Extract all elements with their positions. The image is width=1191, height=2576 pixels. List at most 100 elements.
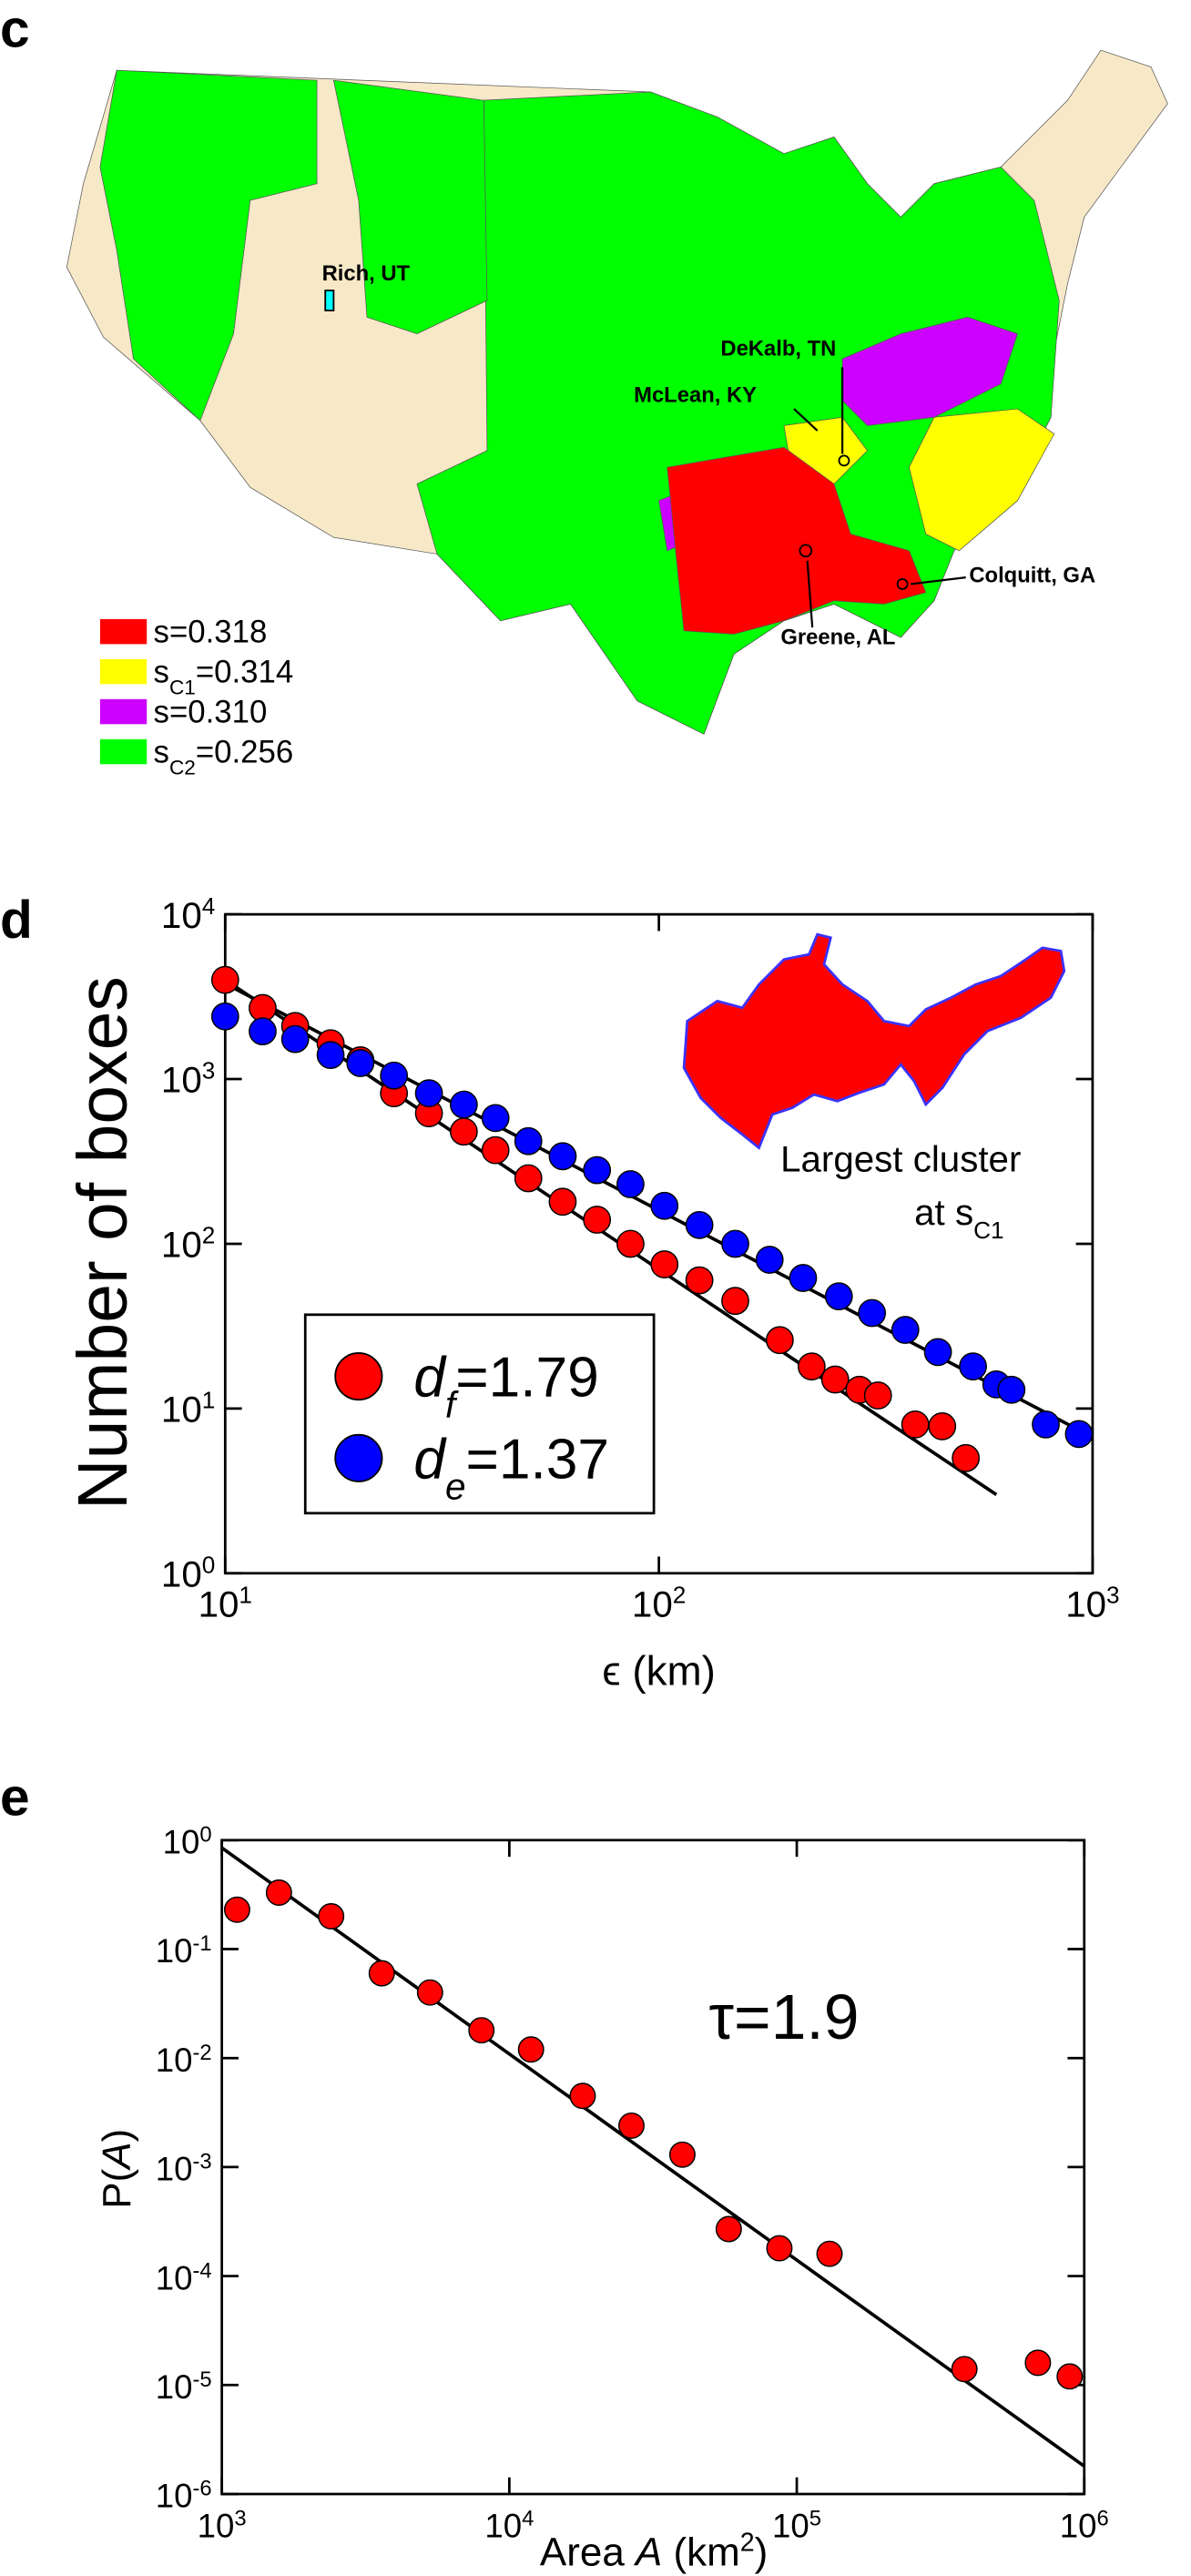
data-point [449, 1090, 478, 1119]
legend-label-part: d [413, 1428, 447, 1491]
tick-base: 10 [156, 2368, 193, 2406]
data-point [824, 1282, 853, 1311]
data-point [1024, 2349, 1052, 2377]
red-region [667, 446, 927, 635]
data-point [481, 1135, 510, 1165]
data-point [449, 1117, 478, 1146]
tick-base: 10 [156, 2151, 193, 2188]
tick-exponent: 5 [809, 2506, 821, 2530]
annotation-part: C1 [973, 1217, 1003, 1244]
data-point [583, 1156, 612, 1185]
tick-exponent: -6 [192, 2476, 211, 2500]
legend-label-part: f [445, 1384, 459, 1426]
data-point [765, 1326, 794, 1355]
tick-exponent: 3 [234, 2506, 246, 2530]
data-point [468, 2017, 495, 2044]
data-point [517, 2036, 545, 2063]
x-axis-label-part: ) [755, 2530, 769, 2575]
tick-exponent: 3 [202, 1057, 216, 1084]
data-point [1056, 2363, 1084, 2390]
data-point [318, 1903, 345, 1929]
tick-label: 10-2 [156, 2040, 212, 2079]
y-axis-label-part: ) [95, 2129, 139, 2143]
green-west-2 [332, 79, 488, 335]
data-point [685, 1266, 714, 1295]
tick-label: 101 [198, 1581, 252, 1624]
data-point [265, 1879, 292, 1906]
data-point [368, 1960, 395, 1987]
tick-exponent: -2 [192, 2040, 211, 2064]
data-point [414, 1079, 443, 1108]
legend-swatch [99, 738, 148, 765]
tick-label: 102 [632, 1581, 686, 1624]
tick-label: 104 [484, 2506, 534, 2545]
data-point [548, 1187, 577, 1217]
annotation: τ=1.9 [709, 1981, 860, 2052]
map-label: Colquitt, GA [969, 564, 1095, 588]
data-point [548, 1142, 577, 1171]
data-point [249, 1017, 277, 1045]
legend-label-part: s [154, 615, 169, 650]
data-point [316, 1041, 345, 1070]
data-point [346, 1049, 375, 1077]
legend-label-part: C1 [169, 676, 196, 698]
tick-base: 10 [161, 1060, 202, 1101]
data-point [901, 1410, 930, 1439]
map-label: McLean, KY [634, 383, 757, 408]
x-axis-label: Area A (km2) [540, 2529, 768, 2575]
data-point [863, 1381, 892, 1410]
data-point [1032, 1410, 1060, 1439]
data-point [1064, 1420, 1094, 1449]
data-point [797, 1352, 826, 1381]
legend-swatch [99, 658, 148, 685]
map-label: Rich, UT [322, 261, 411, 286]
tick-label: 103 [198, 2506, 247, 2545]
legend-label-part: =1.37 [465, 1428, 609, 1491]
y-axis-label-part: A [95, 2142, 139, 2171]
tick-label: 104 [161, 892, 215, 936]
panel-letter: c [0, 0, 30, 59]
y-axis-label: Number of boxes [64, 976, 142, 1510]
legend-label: s=0.310 [154, 694, 268, 729]
data-point [210, 965, 239, 994]
annotation-part: τ=1.9 [709, 1981, 860, 2052]
legend-label-part: s [154, 694, 169, 729]
x-axis-label-part: ϵ (km) [602, 1648, 715, 1695]
legend-label: df=1.79 [413, 1347, 598, 1426]
inset-cluster [682, 932, 1066, 1150]
annotation-part: Largest cluster [780, 1138, 1021, 1179]
data-point [514, 1126, 543, 1156]
tick-exponent: -1 [192, 1931, 211, 1956]
data-point [481, 1104, 510, 1133]
annotation: Largest cluster [780, 1138, 1021, 1179]
tick-base: 10 [198, 2508, 235, 2545]
tick-label: 102 [161, 1222, 215, 1266]
annotation: at sC1 [914, 1192, 1003, 1244]
legend-label-part: =0.256 [196, 734, 293, 769]
legend-label-part: C2 [169, 756, 196, 779]
tick-base: 10 [161, 1390, 202, 1431]
data-point [858, 1298, 887, 1328]
tick-label: 10-4 [156, 2258, 212, 2297]
data-point [650, 1191, 679, 1220]
tick-base: 10 [161, 1553, 202, 1594]
data-point [721, 1287, 749, 1316]
tick-exponent: 0 [199, 1822, 211, 1847]
tick-label: 100 [163, 1822, 212, 1860]
tick-base: 10 [156, 2478, 193, 2515]
tick-exponent: 2 [202, 1222, 216, 1249]
tick-label: 101 [161, 1387, 215, 1431]
tick-exponent: 1 [239, 1581, 252, 1608]
data-point [928, 1411, 957, 1441]
green-west [99, 69, 318, 422]
data-point [380, 1061, 409, 1090]
legend-swatch [99, 618, 148, 645]
map [66, 49, 1168, 735]
tick-exponent: -3 [192, 2149, 211, 2174]
legend-label: sC1=0.314 [154, 655, 294, 699]
plot-frame [223, 912, 1094, 1575]
data-point [820, 1365, 850, 1394]
tick-label: 10-1 [156, 1931, 212, 1970]
data-point [618, 2112, 645, 2139]
